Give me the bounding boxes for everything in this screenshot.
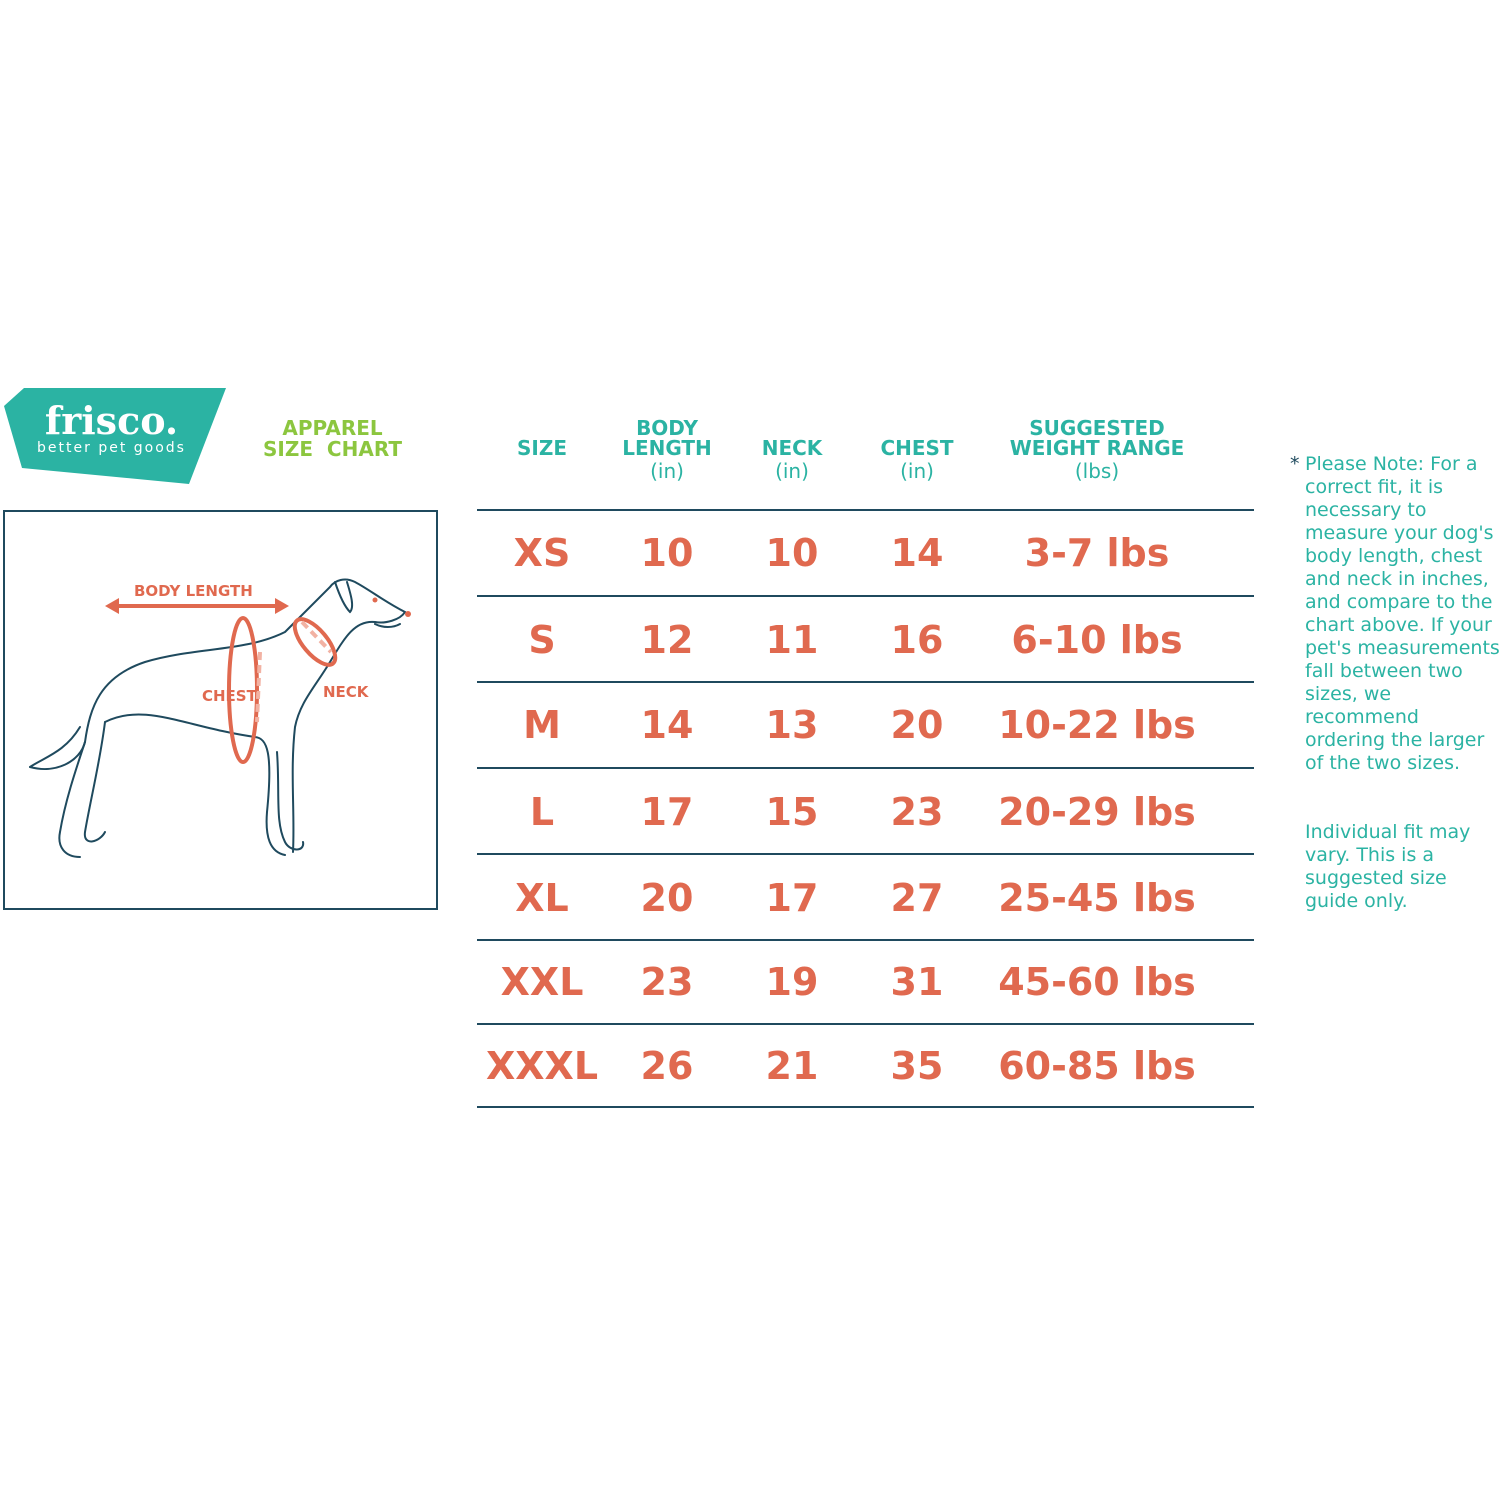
table-cell: 14 bbox=[890, 531, 944, 575]
logo-tagline: better pet goods bbox=[37, 440, 186, 456]
logo-name: frisco. bbox=[44, 398, 179, 443]
table-cell: 12 bbox=[640, 618, 694, 662]
logo-badge-shape bbox=[4, 388, 226, 484]
column-header: CHEST (in) bbox=[880, 438, 953, 481]
table-cell: 35 bbox=[890, 1044, 944, 1088]
table-cell: 27 bbox=[890, 876, 944, 920]
table-cell: 60-85 lbs bbox=[998, 1044, 1196, 1088]
table-cell: 13 bbox=[765, 703, 819, 747]
table-cell: 17 bbox=[640, 790, 694, 834]
size-note: * Please Note: For a correct fit, it is … bbox=[1290, 453, 1500, 959]
column-header-unit: (lbs) bbox=[1074, 459, 1120, 483]
table-cell: 11 bbox=[765, 618, 819, 662]
row-divider bbox=[477, 853, 1254, 855]
note-paragraph-2: Individual fit may vary. This is a sugge… bbox=[1305, 821, 1471, 912]
title-line-1: APPAREL bbox=[282, 416, 383, 440]
note-paragraph-1: Please Note: For a correct fit, it is ne… bbox=[1305, 453, 1500, 774]
table-cell: 15 bbox=[765, 790, 819, 834]
size-cell: XS bbox=[513, 531, 571, 575]
table-cell: 20-29 lbs bbox=[998, 790, 1196, 834]
table-cell: 10 bbox=[765, 531, 819, 575]
dog-measurement-figure: BODY LENGTH CHEST NECK bbox=[3, 510, 438, 910]
table-cell: 6-10 lbs bbox=[1011, 618, 1183, 662]
table-cell: 21 bbox=[765, 1044, 819, 1088]
table-cell: 26 bbox=[640, 1044, 694, 1088]
neck-loop-arrow bbox=[292, 617, 338, 667]
column-header-unit: (in) bbox=[775, 459, 809, 483]
dog-eye bbox=[372, 597, 378, 603]
title-line-2: SIZE CHART bbox=[263, 437, 402, 461]
dog-illustration bbox=[29, 578, 411, 858]
chest-label: CHEST bbox=[202, 687, 257, 705]
column-header-unit: (in) bbox=[900, 459, 934, 483]
size-cell: L bbox=[529, 790, 555, 834]
column-header: SIZE bbox=[517, 438, 567, 458]
table-cell: 20 bbox=[890, 703, 944, 747]
page-title: APPAREL SIZE CHART bbox=[250, 418, 415, 460]
body-length-label: BODY LENGTH bbox=[134, 582, 253, 600]
asterisk: * bbox=[1290, 453, 1300, 475]
column-header-label: BODY LENGTH bbox=[622, 416, 712, 460]
table-cell: 17 bbox=[765, 876, 819, 920]
frisco-logo: frisco. better pet goods bbox=[4, 388, 228, 484]
column-header: BODY LENGTH (in) bbox=[622, 418, 712, 481]
table-cell: 25-45 lbs bbox=[998, 876, 1196, 920]
column-header: NECK (in) bbox=[762, 438, 823, 481]
row-divider bbox=[477, 509, 1254, 511]
size-cell: M bbox=[523, 703, 561, 747]
table-cell: 23 bbox=[640, 960, 694, 1004]
size-cell: S bbox=[528, 618, 556, 662]
table-cell: 23 bbox=[890, 790, 944, 834]
size-cell: XXL bbox=[500, 960, 584, 1004]
table-cell: 19 bbox=[765, 960, 819, 1004]
table-cell: 10 bbox=[640, 531, 694, 575]
size-cell: XXXL bbox=[485, 1044, 599, 1088]
row-divider bbox=[477, 767, 1254, 769]
row-divider bbox=[477, 595, 1254, 597]
table-cell: 45-60 lbs bbox=[998, 960, 1196, 1004]
table-cell: 3-7 lbs bbox=[1024, 531, 1170, 575]
row-divider bbox=[477, 939, 1254, 941]
column-header-label: SIZE bbox=[516, 436, 568, 460]
chest-loop-arrow bbox=[227, 616, 259, 764]
table-cell: 31 bbox=[890, 960, 944, 1004]
row-divider bbox=[477, 1023, 1254, 1025]
row-divider bbox=[477, 1106, 1254, 1108]
neck-label: NECK bbox=[323, 683, 369, 701]
table-cell: 20 bbox=[640, 876, 694, 920]
column-header-label: CHEST bbox=[880, 436, 954, 460]
row-divider bbox=[477, 681, 1254, 683]
size-cell: XL bbox=[515, 876, 569, 920]
column-header-label: SUGGESTED WEIGHT RANGE bbox=[1009, 416, 1185, 460]
column-header: SUGGESTED WEIGHT RANGE (lbs) bbox=[1010, 418, 1185, 481]
table-cell: 14 bbox=[640, 703, 694, 747]
column-header-unit: (in) bbox=[650, 459, 684, 483]
table-cell: 10-22 lbs bbox=[998, 703, 1196, 747]
table-cell: 16 bbox=[890, 618, 944, 662]
dog-nose bbox=[405, 611, 411, 617]
column-header-label: NECK bbox=[761, 436, 823, 460]
